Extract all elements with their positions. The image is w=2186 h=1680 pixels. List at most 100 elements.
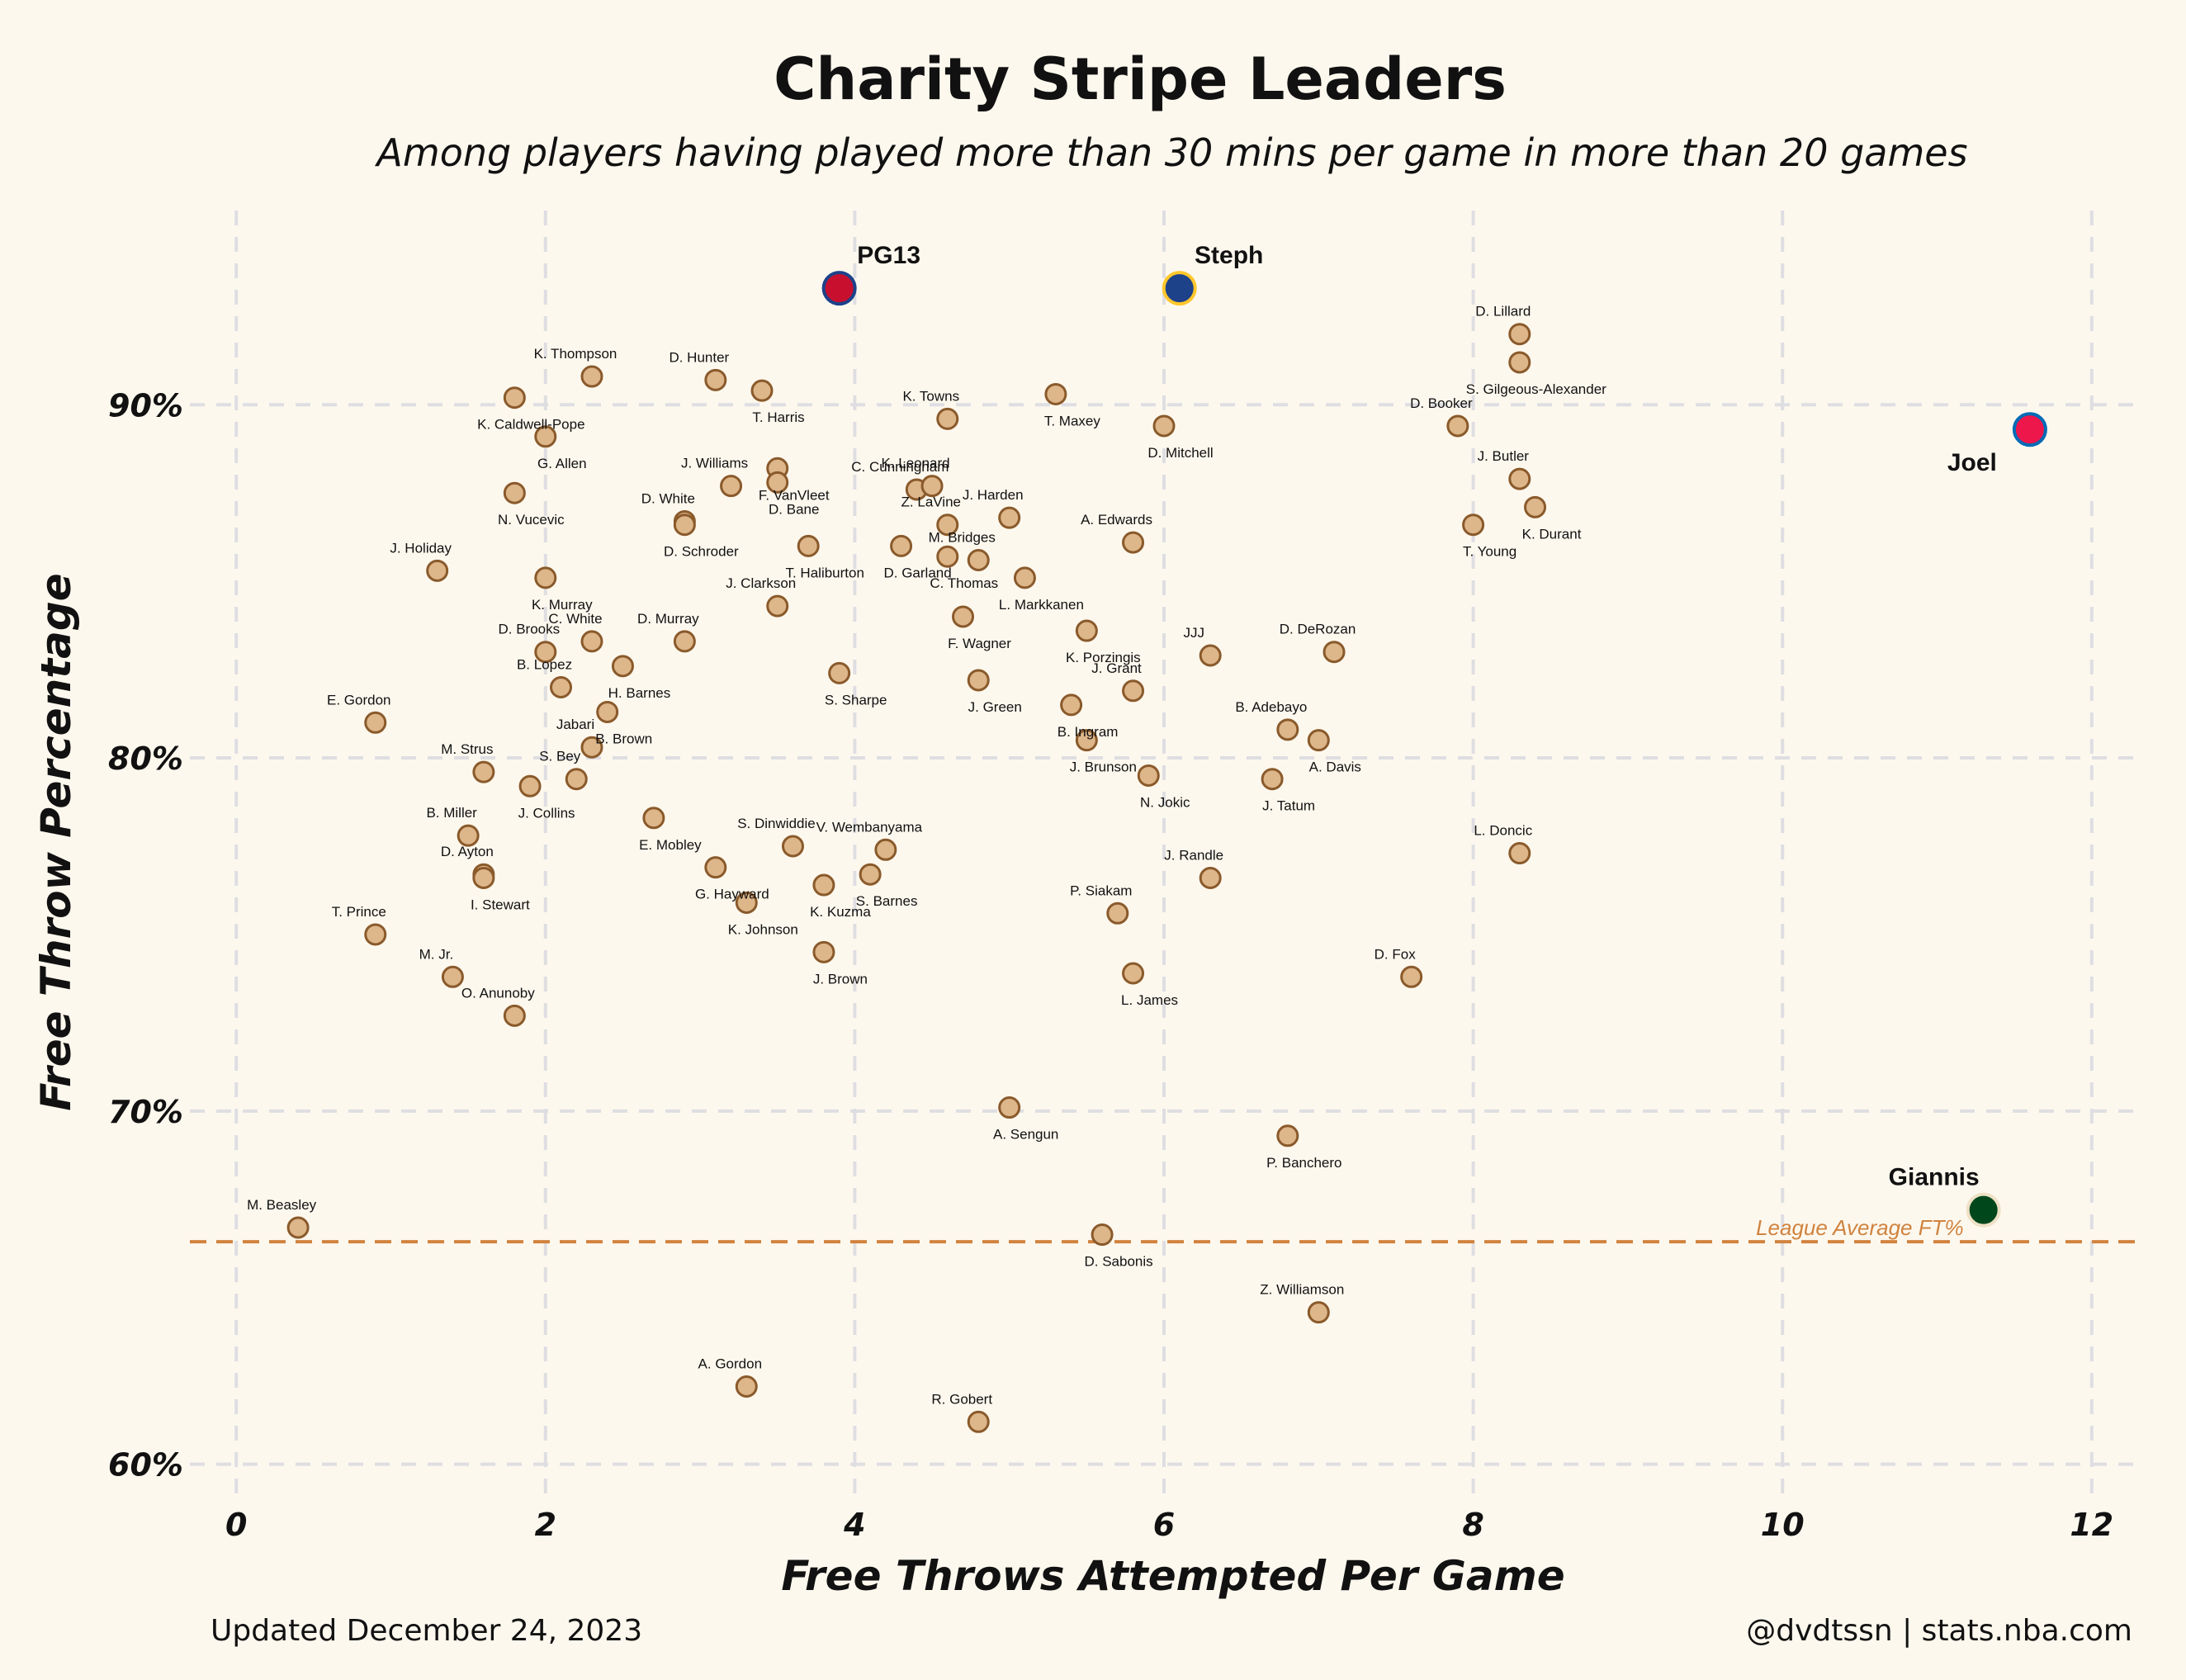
- point-a-sengun: [998, 1096, 1021, 1119]
- label-i-stewart: I. Stewart: [471, 897, 530, 913]
- highlight-point-joel: [2012, 412, 2047, 447]
- label-b-ingram: B. Ingram: [1058, 724, 1119, 740]
- point-g-allen: [534, 425, 557, 448]
- point-z-lavine: [936, 513, 959, 537]
- point-j-collins: [518, 774, 542, 797]
- x-tick-label-12: 12: [2070, 1507, 2113, 1543]
- label-f-wagner: F. Wagner: [948, 636, 1011, 651]
- label-j-collins: J. Collins: [518, 805, 575, 821]
- point-r-gobert: [967, 1410, 990, 1433]
- point-d-bane: [766, 471, 789, 494]
- label-p-siakam: P. Siakam: [1070, 883, 1132, 898]
- label-jabari: Jabari: [556, 717, 594, 732]
- highlight-point-steph: [1162, 271, 1197, 306]
- player-points: [286, 271, 2047, 1433]
- point-o-anunoby: [503, 1004, 526, 1027]
- label-n-vucevic: N. Vucevic: [498, 512, 565, 528]
- label-b-brown: B. Brown: [595, 731, 652, 746]
- label-l-doncic: L. Doncic: [1474, 823, 1532, 839]
- label-r-gobert: R. Gobert: [931, 1391, 992, 1407]
- label-j-brunson: J. Brunson: [1070, 760, 1137, 775]
- point-k-caldwell-pope: [503, 386, 526, 409]
- point-m-strus: [472, 760, 495, 783]
- label-j-williams: J. Williams: [681, 456, 748, 471]
- point-e-mobley: [642, 807, 665, 830]
- point-i-stewart: [472, 867, 495, 889]
- label-j-grant: J. Grant: [1091, 660, 1142, 676]
- point-d-derozan: [1322, 641, 1346, 664]
- point-j-clarkson: [766, 594, 789, 618]
- highlight-label-steph: Steph: [1195, 242, 1263, 269]
- point-b-brown: [596, 700, 619, 723]
- label-a-sengun: A. Sengun: [993, 1127, 1058, 1143]
- y-tick-label-80: 80%: [108, 741, 183, 777]
- label-s-gilgeous-alexander: S. Gilgeous-Alexander: [1466, 381, 1606, 397]
- label-m-bridges: M. Bridges: [929, 530, 996, 546]
- point-j-brown: [812, 940, 835, 963]
- point-t-harris: [750, 379, 774, 402]
- source-credit: @dvdtssn | stats.nba.com: [1746, 1614, 2132, 1648]
- label-m-beasley: M. Beasley: [247, 1197, 317, 1213]
- label-h-barnes: H. Barnes: [608, 685, 671, 701]
- point-j-green: [967, 669, 990, 692]
- label-c-white: C. White: [548, 611, 602, 627]
- point-d-sabonis: [1091, 1223, 1114, 1247]
- label-m-strus: M. Strus: [441, 741, 493, 757]
- label-t-young: T. Young: [1463, 544, 1516, 560]
- label-c-thomas: C. Thomas: [930, 575, 998, 591]
- label-k-porzingis: K. Porzingis: [1066, 650, 1141, 665]
- label-d-garland: D. Garland: [883, 565, 951, 580]
- label-j-harden: J. Harden: [963, 487, 1024, 503]
- point-g-hayward: [704, 856, 727, 879]
- label-d-white: D. White: [641, 490, 695, 506]
- point-b-ingram: [1060, 693, 1083, 717]
- label-z-lavine: Z. LaVine: [901, 495, 961, 510]
- point-s-bey: [565, 768, 588, 791]
- label-d-derozan: D. DeRozan: [1280, 622, 1356, 637]
- point-b-miller: [457, 824, 480, 847]
- point-k-thompson: [580, 365, 603, 388]
- label-a-davis: A. Davis: [1309, 760, 1361, 775]
- point-k-porzingis: [1075, 619, 1098, 642]
- point-s-dinwiddie: [781, 835, 804, 858]
- point-b-lopez: [550, 676, 573, 698]
- axis-ticks: 0 2 4 6 8 10 12 60% 70% 80% 90%: [108, 387, 2113, 1543]
- label-b-adebayo: B. Adebayo: [1235, 699, 1307, 715]
- point-d-fox: [1400, 965, 1423, 988]
- point-d-schroder: [673, 513, 696, 537]
- point-l-markkanen: [1013, 566, 1036, 589]
- label-l-james: L. James: [1121, 992, 1178, 1008]
- label-k-johnson: K. Johnson: [728, 921, 798, 937]
- point-d-booker: [1446, 414, 1469, 438]
- label-d-lillard: D. Lillard: [1475, 304, 1531, 319]
- point-m-beasley: [286, 1216, 310, 1239]
- x-axis-label: Free Throws Attempted Per Game: [781, 1552, 1565, 1600]
- label-k-murray: K. Murray: [532, 597, 593, 613]
- x-tick-label-6: 6: [1153, 1507, 1175, 1543]
- point-t-haliburton: [797, 534, 820, 557]
- point-p-banchero: [1276, 1124, 1299, 1148]
- point-t-prince: [364, 923, 387, 946]
- point-s-gilgeous-alexander: [1508, 351, 1531, 374]
- point-j-grant: [1122, 679, 1145, 703]
- label-g-hayward: G. Hayward: [695, 887, 769, 902]
- label-d-bane: D. Bane: [769, 501, 819, 517]
- label-b-lopez: B. Lopez: [517, 657, 572, 673]
- point-d-hunter: [704, 368, 727, 391]
- point-l-doncic: [1508, 842, 1531, 865]
- label-j-holiday: J. Holiday: [390, 540, 452, 556]
- label-t-harris: T. Harris: [752, 409, 804, 425]
- highlight-point-pg13: [821, 271, 857, 306]
- label-j-clarkson: J. Clarkson: [726, 575, 796, 591]
- point-a-davis: [1307, 729, 1330, 752]
- highlight-label-giannis: Giannis: [1889, 1164, 1980, 1191]
- point-d-murray: [673, 630, 696, 653]
- point-t-maxey: [1044, 382, 1067, 405]
- point-m-jr: [441, 965, 464, 988]
- point-k-towns: [936, 407, 959, 430]
- point-b-adebayo: [1276, 718, 1299, 741]
- updated-date: Updated December 24, 2023: [211, 1614, 643, 1648]
- label-m-jr: M. Jr.: [419, 946, 454, 962]
- x-tick-label-2: 2: [535, 1507, 556, 1543]
